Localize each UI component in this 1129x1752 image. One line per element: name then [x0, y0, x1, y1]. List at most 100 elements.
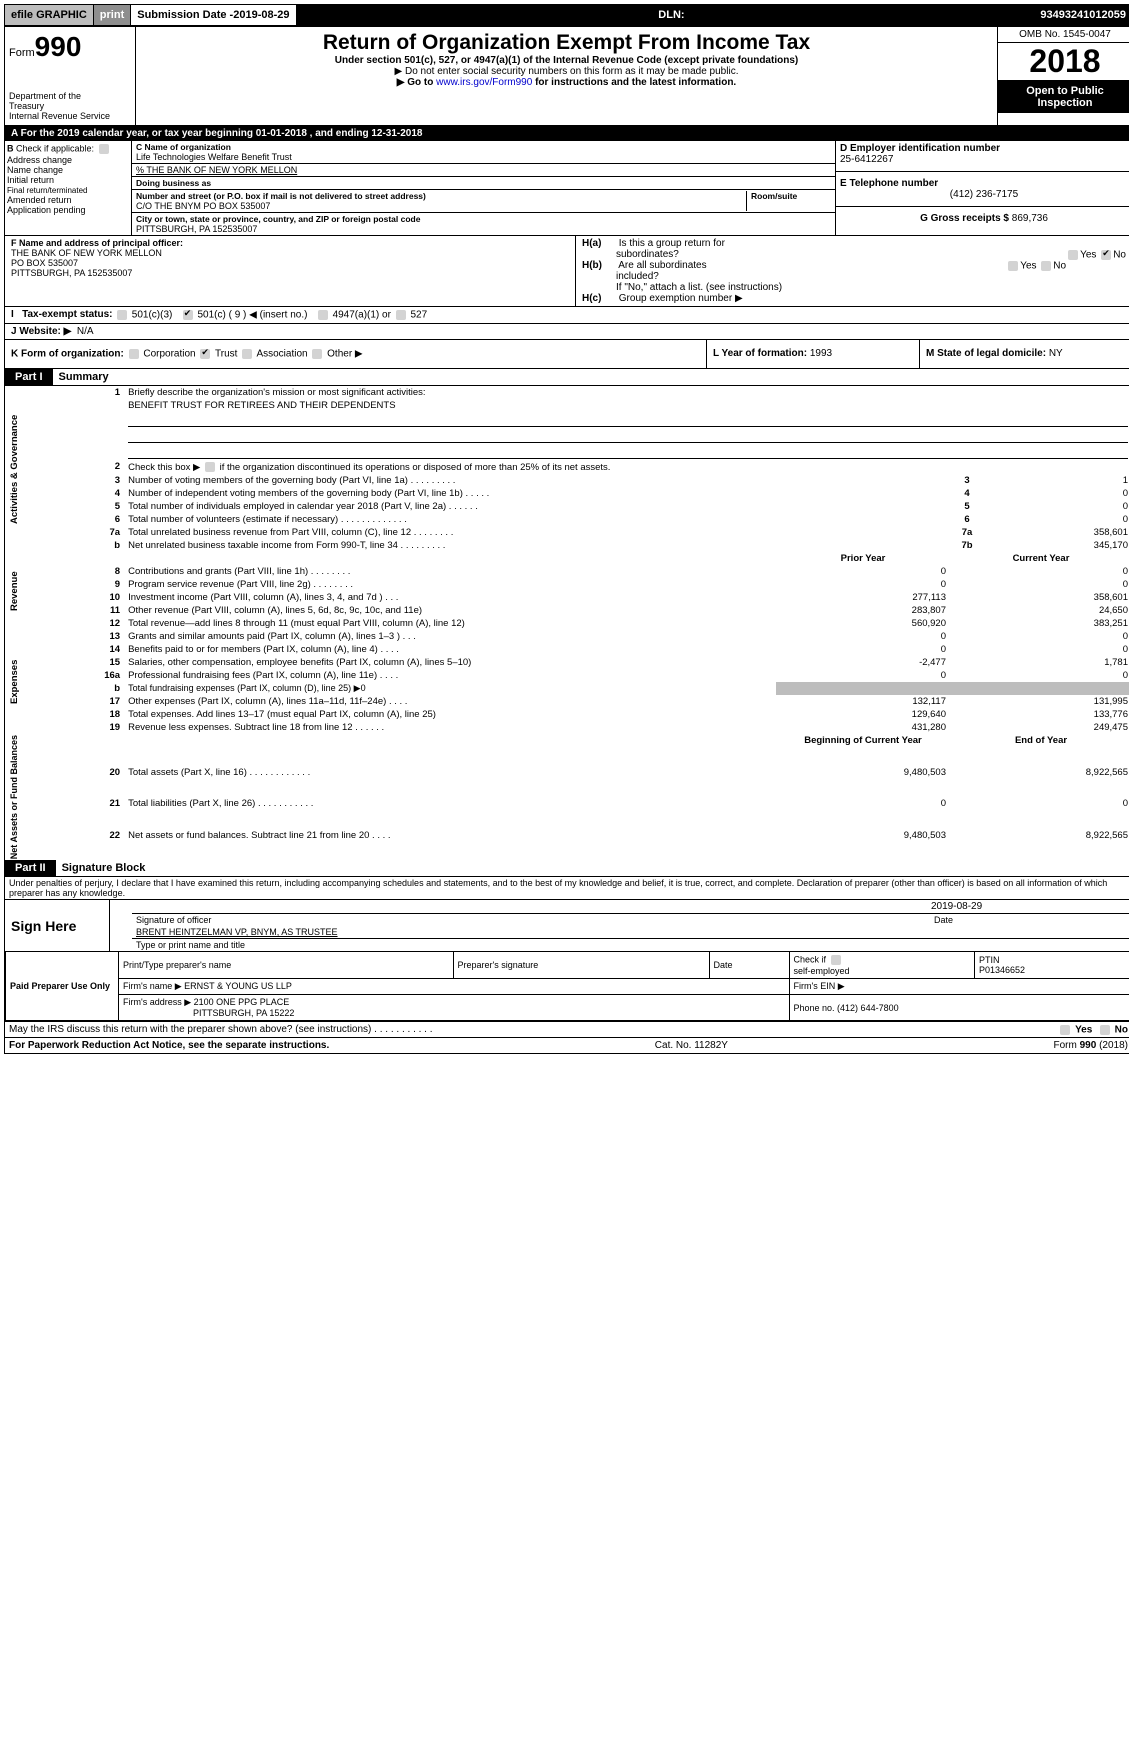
opt-association: Association	[256, 349, 307, 360]
checkbox-icon[interactable]	[117, 310, 127, 320]
signature-officer-label: Signature of officer	[132, 914, 930, 927]
box-deg: D Employer identification number 25-6412…	[835, 141, 1129, 235]
omb-number: OMB No. 1545-0047	[998, 27, 1129, 43]
row-l-value: 1993	[810, 348, 832, 359]
checkbox-icon[interactable]	[312, 349, 322, 359]
open-to-public-2: Inspection	[1002, 97, 1128, 109]
checkbox-icon[interactable]	[1060, 1025, 1070, 1035]
line-16a-text: Professional fundraising fees (Part IX, …	[124, 669, 776, 682]
opt-final-return: Final return/terminated	[7, 186, 87, 195]
line-21-beg: 0	[776, 797, 950, 829]
c-name-value: Life Technologies Welfare Benefit Trust	[136, 152, 831, 162]
line-no: 10	[94, 591, 124, 604]
irs-link[interactable]: www.irs.gov/Form990	[436, 77, 532, 88]
checkbox-icon[interactable]	[129, 349, 139, 359]
form-title: Return of Organization Exempt From Incom…	[140, 31, 993, 55]
firm-addr-1: 2100 ONE PPG PLACE	[194, 997, 290, 1007]
prep-ptin: PTIN P01346652	[974, 952, 1129, 979]
row-i-label: I Tax-exempt status:	[11, 309, 115, 321]
line-no: b	[94, 682, 124, 695]
dept-treasury-2: Treasury	[9, 101, 131, 111]
line-15-text: Salaries, other compensation, employee b…	[124, 656, 776, 669]
e-phone-label: E Telephone number	[840, 178, 938, 189]
prep-self-employed: Check if self-employed	[789, 952, 974, 979]
checkbox-icon[interactable]	[1008, 261, 1018, 271]
checkbox-icon[interactable]	[1100, 1025, 1110, 1035]
opt-corporation: Corporation	[143, 349, 195, 360]
checkbox-icon[interactable]	[242, 349, 252, 359]
checkbox-checked-icon[interactable]	[1101, 250, 1111, 260]
no-label: No	[1115, 1025, 1128, 1036]
row-a-tax-year: A For the 2019 calendar year, or tax yea…	[5, 126, 1129, 141]
checkbox-icon[interactable]	[1041, 261, 1051, 271]
line-13-prior: 0	[776, 630, 950, 643]
firm-ein-label: Firm's EIN ▶	[789, 979, 1129, 995]
side-activities-governance: Activities & Governance	[5, 386, 94, 552]
line-2-text: Check this box ▶ if the organization dis…	[128, 462, 610, 473]
prior-year-header: Prior Year	[776, 552, 950, 565]
line-no: 3	[94, 474, 124, 487]
f-name: THE BANK OF NEW YORK MELLON	[11, 248, 162, 258]
checkbox-icon[interactable]	[99, 144, 109, 154]
line-12-prior: 560,920	[776, 617, 950, 630]
line-17-text: Other expenses (Part IX, column (A), lin…	[124, 695, 776, 708]
checkbox-icon[interactable]	[318, 310, 328, 320]
row-j-value: N/A	[77, 326, 94, 337]
goto-note: ▶ Go to www.irs.gov/Form990 for instruct…	[140, 77, 993, 88]
line-12-curr: 383,251	[950, 617, 1129, 630]
line-20-end: 8,922,565	[950, 766, 1129, 798]
row-m-label: M State of legal domicile:	[926, 348, 1049, 359]
line-18-prior: 129,640	[776, 708, 950, 721]
row-i-j: I Tax-exempt status: 501(c)(3) 501(c) ( …	[5, 307, 1129, 340]
ha-q2: subordinates?	[616, 249, 679, 260]
firm-name-value: ERNST & YOUNG US LLP	[184, 981, 292, 991]
opt-4947: 4947(a)(1) or	[333, 310, 391, 321]
ptin-value: P01346652	[979, 965, 1025, 975]
efile-graphic-button[interactable]: efile GRAPHIC	[5, 5, 94, 25]
line-22-text: Net assets or fund balances. Subtract li…	[124, 829, 776, 861]
print-button[interactable]: print	[94, 5, 131, 25]
row-a-pre: A For the 2019 calendar year, or tax yea…	[11, 128, 256, 139]
part-1-tag: Part I	[5, 369, 53, 385]
line-12-text: Total revenue—add lines 8 through 11 (mu…	[124, 617, 776, 630]
side-expenses: Expenses	[5, 630, 94, 734]
line-no: 6	[94, 513, 124, 526]
line-no: 15	[94, 656, 124, 669]
firm-address-cell: Firm's address ▶ 2100 ONE PPG PLACE PITT…	[119, 995, 790, 1021]
line-no: 14	[94, 643, 124, 656]
tax-year: 2018	[998, 43, 1129, 81]
section-fh: F Name and address of principal officer:…	[5, 236, 1129, 307]
checkbox-icon[interactable]	[205, 462, 215, 472]
c-room-label: Room/suite	[751, 191, 831, 201]
header-mid: Return of Organization Exempt From Incom…	[136, 27, 997, 125]
yes-label: Yes	[1075, 1025, 1092, 1036]
signature-date-label: Date	[930, 914, 1129, 927]
form-body: Form990 Department of the Treasury Inter…	[4, 26, 1129, 1054]
line-4-label: 4	[950, 487, 984, 500]
checkbox-icon[interactable]	[396, 310, 406, 320]
line-4-value: 0	[984, 487, 1129, 500]
line-8-curr: 0	[950, 565, 1129, 578]
checkbox-icon[interactable]	[1068, 250, 1078, 260]
line-7b-text: Net unrelated business taxable income fr…	[124, 539, 950, 552]
checkbox-checked-icon[interactable]	[200, 349, 210, 359]
checkbox-icon[interactable]	[831, 955, 841, 965]
line-18-curr: 133,776	[950, 708, 1129, 721]
d-ein-label: D Employer identification number	[840, 143, 1000, 154]
hb-q2: included?	[616, 271, 659, 282]
part-1-header: Part I Summary	[5, 369, 1129, 386]
form-990-big: 990	[35, 31, 82, 62]
opt-application-pending: Application pending	[7, 205, 86, 215]
box-h: H(a) Is this a group return for subordin…	[576, 236, 1129, 306]
line-3-label: 3	[950, 474, 984, 487]
c-care-of: % THE BANK OF NEW YORK MELLON	[132, 164, 835, 177]
box-b-label: Check if applicable:	[16, 143, 94, 153]
d-ein-value: 25-6412267	[840, 154, 1128, 165]
phone-label: Phone no.	[794, 1003, 838, 1013]
dept-treasury-3: Internal Revenue Service	[9, 111, 131, 121]
form-number: Form990	[9, 31, 131, 63]
line-7a-value: 358,601	[984, 526, 1129, 539]
checkbox-checked-icon[interactable]	[183, 310, 193, 320]
line-17-curr: 131,995	[950, 695, 1129, 708]
line-11-prior: 283,807	[776, 604, 950, 617]
